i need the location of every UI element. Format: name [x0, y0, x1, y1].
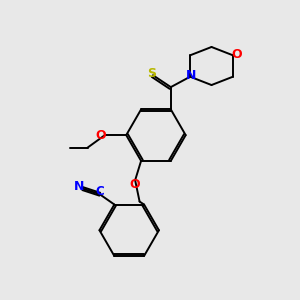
Text: S: S	[147, 67, 156, 80]
Text: C: C	[96, 185, 104, 198]
Text: O: O	[130, 178, 140, 191]
Text: O: O	[95, 129, 106, 142]
Text: N: N	[185, 69, 196, 82]
Text: O: O	[232, 48, 242, 61]
Text: N: N	[74, 180, 84, 193]
